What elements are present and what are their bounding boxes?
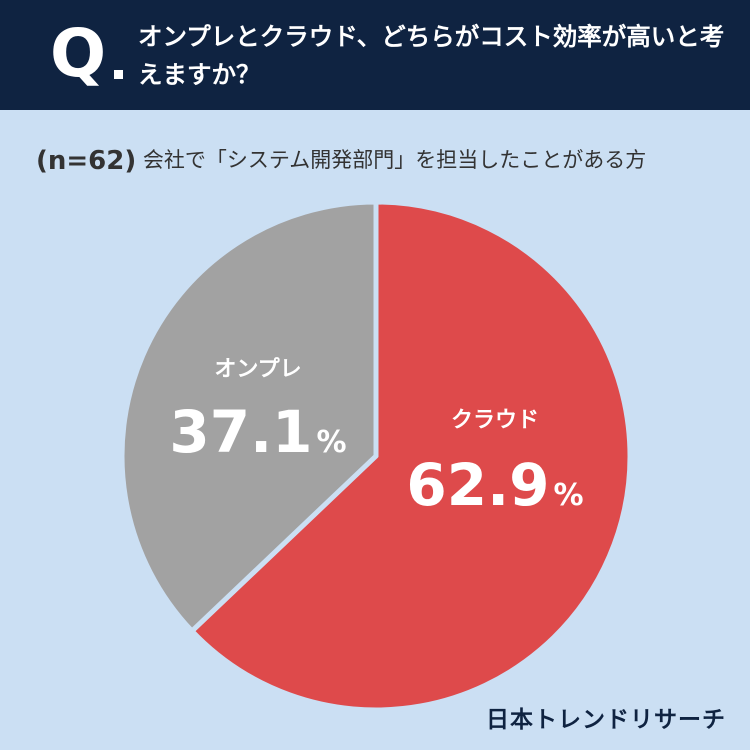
sample-size: (n=62): [36, 146, 137, 176]
q-dot: [114, 70, 123, 79]
slice-label-onprem: オンプレ: [214, 357, 301, 382]
respondent-description: 会社で「システム開発部門」を担当したことがある方: [136, 148, 647, 172]
question-text: オンプレとクラウド、どちらがコスト効率が高いと考えますか？: [138, 22, 725, 89]
brand-logo: 日本トレンドリサーチ: [486, 707, 726, 733]
pie-slice-cloud: [189, 199, 633, 713]
sample-description: (n=62) 会社で「システム開発部門」を担当したことがある方: [36, 144, 646, 177]
slice-value-onprem: 37.1%: [169, 398, 346, 466]
pie-slice-onprem: [119, 199, 379, 634]
q-mark: Q: [50, 15, 107, 92]
slice-label-cloud: クラウド: [451, 408, 539, 433]
slice-value-cloud: 62.9%: [406, 451, 583, 519]
question-header: Q オンプレとクラウド、どちらがコスト効率が高いと考えますか？: [0, 0, 750, 110]
